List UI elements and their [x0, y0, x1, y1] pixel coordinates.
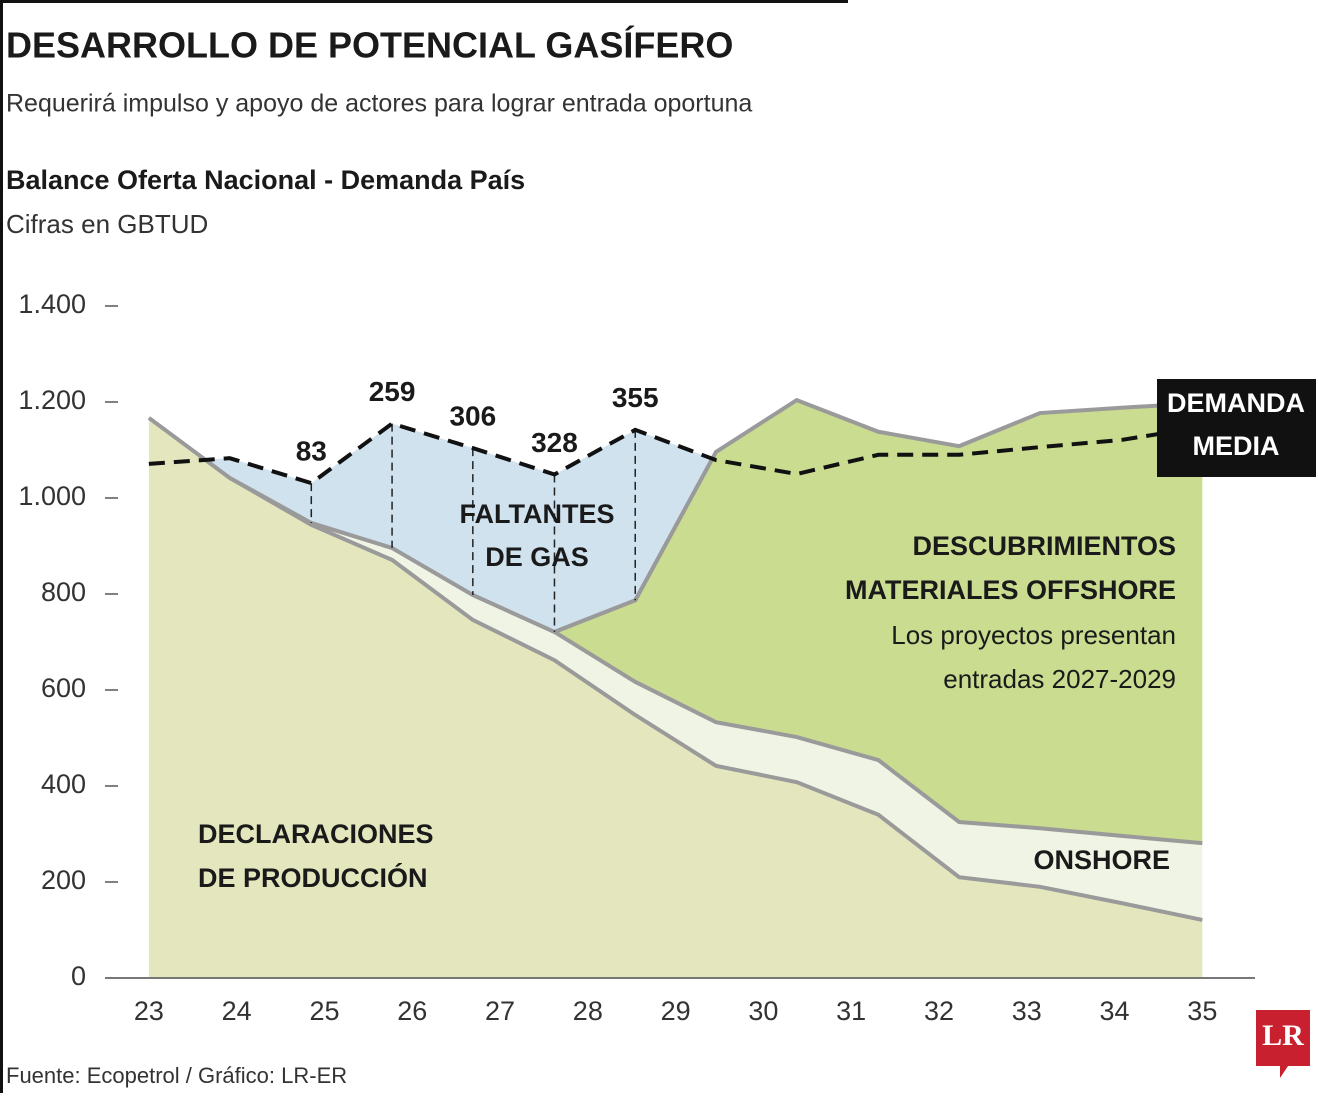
y-tick-label: 1.400 [18, 289, 86, 319]
subtitle: Requerirá impulso y apoyo de actores par… [6, 90, 752, 118]
logo: LR [1262, 1019, 1304, 1052]
shortfall-area [205, 423, 713, 632]
shortfall-title: DE GAS [485, 542, 589, 572]
x-tick-label: 23 [134, 996, 164, 1026]
shortfall-label: 259 [369, 376, 416, 407]
chart-subtitle: Cifras en GBTUD [6, 209, 208, 239]
series-note: Los proyectos presentan [891, 620, 1176, 650]
demand-line [148, 421, 1203, 486]
series-label: DE PRODUCCIÓN [198, 862, 428, 893]
y-tick-label: 0 [71, 961, 86, 991]
shortfall-label: 306 [449, 400, 496, 431]
y-tick-label: 400 [41, 769, 86, 799]
x-tick-label: 34 [1100, 996, 1130, 1026]
demand-label: MEDIA [1193, 431, 1280, 461]
area [148, 417, 1203, 979]
x-tick-label: 29 [661, 996, 691, 1026]
x-tick-label: 25 [309, 996, 339, 1026]
series-note: entradas 2027-2029 [943, 664, 1176, 694]
x-tick-label: 35 [1187, 996, 1217, 1026]
shortfall-label: 355 [612, 382, 659, 413]
shortfall-label: 83 [296, 436, 327, 467]
title: DESARROLLO DE POTENCIAL GASÍFERO [6, 25, 733, 66]
x-tick-label: 24 [222, 996, 252, 1026]
y-tick-label: 600 [41, 673, 86, 703]
y-tick-label: 1.000 [18, 481, 86, 511]
areas [147, 397, 1203, 979]
x-tick-label: 27 [485, 996, 515, 1026]
supply-edge [204, 457, 715, 635]
source: Fuente: Ecopetrol / Gráfico: LR-ER [6, 1063, 347, 1088]
series-label: MATERIALES OFFSHORE [845, 575, 1176, 605]
area-edge [147, 416, 1203, 922]
x-tick-label: 32 [924, 996, 954, 1026]
series-label: ONSHORE [1033, 845, 1170, 875]
shortfall-title: FALTANTES [460, 499, 615, 529]
y-tick-label: 200 [41, 865, 86, 895]
left-rule [0, 0, 3, 1093]
x-tick-label: 26 [397, 996, 427, 1026]
logo-box [1256, 1010, 1310, 1078]
x-tick-label: 28 [573, 996, 603, 1026]
area [554, 400, 1203, 844]
y-tick-label: 1.200 [18, 385, 86, 415]
demand-label: DEMANDA [1167, 388, 1305, 418]
chart-title: Balance Oferta Nacional - Demanda País [6, 165, 525, 195]
x-tick-label: 33 [1012, 996, 1042, 1026]
area [229, 477, 1203, 920]
series-label: DECLARACIONES [198, 819, 434, 849]
top-rule [0, 0, 848, 3]
shortfall-label: 328 [531, 427, 578, 458]
series-label: DESCUBRIMIENTOS [912, 531, 1176, 561]
x-tick-label: 30 [748, 996, 778, 1026]
x-tick-label: 31 [836, 996, 866, 1026]
demand-label-box [1157, 379, 1316, 477]
y-tick-label: 800 [41, 577, 86, 607]
